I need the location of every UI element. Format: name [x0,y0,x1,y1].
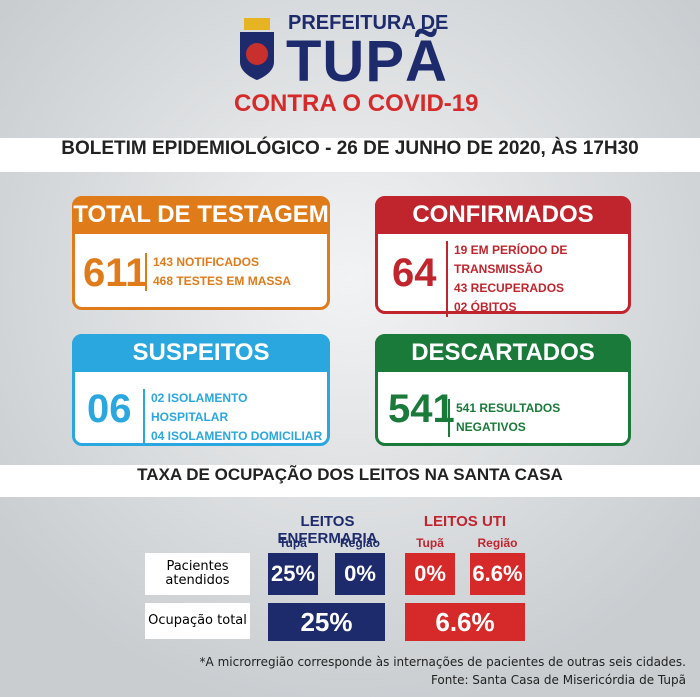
coat-of-arms [240,18,274,80]
card-line: 02 ÓBITOS [454,300,517,314]
card-title: DESCARTADOS [375,334,631,372]
column-name: Tupã [416,536,444,550]
card-discarded: DESCARTADOS 541 541 RESULTADOS NEGATIVOS [375,334,631,446]
card-suspects: SUSPEITOS 06 02 ISOLAMENTO HOSPITALAR 04 … [72,334,330,446]
row-label: Ocupação total [145,603,250,639]
card-lines: 541 RESULTADOS NEGATIVOS [448,399,628,437]
card-line: 468 TESTES EM MASSA [153,274,292,288]
footnote: *A microrregião corresponde às internaçõ… [199,655,686,669]
card-number: 64 [392,251,437,295]
card-title: TOTAL DE TESTAGEM [72,196,330,234]
card-line: 143 NOTIFICADOS [153,255,260,269]
card-line: 43 RECUPERADOS [454,281,565,295]
cell: 0% [405,553,455,595]
bulletin-banner: BOLETIM EPIDEMIOLÓGICO - 26 DE JUNHO DE … [0,138,700,172]
group-name: LEITOS UTI [423,513,507,530]
card-number: 541 [388,387,455,431]
card-testing: TOTAL DE TESTAGEM 611 143 NOTIFICADOS 468… [72,196,330,310]
card-line: 04 ISOLAMENTO DOMICILIAR [151,429,323,443]
card-lines: 02 ISOLAMENTO HOSPITALAR 04 ISOLAMENTO DO… [143,389,327,446]
card-line: 02 ISOLAMENTO HOSPITALAR [151,391,248,424]
header-top: PREFEITURA DE [288,12,449,34]
card-title: SUSPEITOS [72,334,330,372]
card-lines: 143 NOTIFICADOS 468 TESTES EM MASSA [145,253,291,291]
card-lines: 19 EM PERÍODO DE TRANSMISSÃO 43 RECUPERAD… [446,241,628,317]
cell: 6.6% [470,553,525,595]
cell: 0% [335,553,385,595]
card-number: 611 [83,251,148,295]
header-subtitle: CONTRA O COVID-19 [234,90,479,117]
row-label: Pacientes atendidos [145,553,250,595]
group-name: LEITOS ENFERMARIA [277,513,378,547]
card-title: CONFIRMADOS [375,196,631,234]
card-number: 06 [87,387,132,431]
column-name: Tupã [279,536,307,550]
column-name: Região [477,536,518,550]
card-line: 19 EM PERÍODO DE TRANSMISSÃO [454,243,568,276]
cell: 25% [268,603,385,641]
header-city: TUPÃ [286,29,448,94]
card-confirmed: CONFIRMADOS 64 19 EM PERÍODO DE TRANSMIS… [375,196,631,317]
card-line: 541 RESULTADOS NEGATIVOS [456,401,561,434]
cell: 25% [268,553,318,595]
occupancy-title: TAXA DE OCUPAÇÃO DOS LEITOS NA SANTA CAS… [0,465,700,497]
cell: 6.6% [405,603,525,641]
source: Fonte: Santa Casa de Misericórdia de Tup… [430,673,686,687]
column-name: Região [339,536,380,550]
